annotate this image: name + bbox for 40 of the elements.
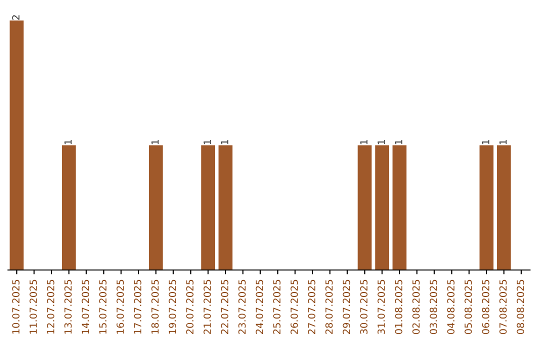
x-tick-label: 12.07.2025 [46,280,54,334]
x-tick-label: 05.08.2025 [464,280,472,334]
data-label: 1 [221,140,228,144]
x-tick-label: 17.07.2025 [134,280,142,334]
x-tick-label: 16.07.2025 [116,280,124,334]
x-tick-label: 25.07.2025 [273,280,281,334]
x-tick-label: 08.08.2025 [516,280,524,334]
data-label: 1 [204,140,211,144]
x-tick-label: 21.07.2025 [204,280,211,334]
x-tick-label: 22.07.2025 [220,280,228,334]
x-tick-label: 30.07.2025 [360,280,368,334]
x-tick-label: 13.07.2025 [64,280,72,334]
x-tick-label: 03.08.2025 [430,280,438,334]
x-tick-label: 24.07.2025 [256,280,264,334]
x-tick-label: 23.07.2025 [238,280,246,334]
x-tick-label: 27.07.2025 [308,280,316,334]
data-label: 1 [395,140,402,144]
x-tick-label: 10.07.2025 [12,280,20,334]
x-tick-label: 26.07.2025 [290,280,298,334]
x-tick-label: 31.07.2025 [378,280,385,334]
x-tick-label: 15.07.2025 [99,280,107,334]
data-label: 1 [64,140,72,144]
x-tick-label: 20.07.2025 [186,280,194,334]
x-tick-label: 19.07.2025 [168,280,176,334]
data-label: 1 [482,140,490,144]
x-tick-label: 11.07.2025 [30,280,37,334]
x-tick-label: 18.07.2025 [151,280,159,334]
x-tick-label: 02.08.2025 [412,280,420,334]
x-tick-label: 14.07.2025 [82,280,90,334]
x-tick-label: 29.07.2025 [342,280,350,334]
x-tick-label: 04.08.2025 [447,280,455,334]
x-tick-label: 07.08.2025 [499,280,507,334]
x-tick-label: 01.08.2025 [394,280,402,334]
data-label: 1 [151,140,159,144]
x-tick-label: 28.07.2025 [325,280,333,334]
data-label: 2 [12,15,20,20]
data-label: 1 [499,140,507,144]
data-label: 1 [360,140,368,144]
x-tick-label: 06.08.2025 [482,280,490,334]
data-label: 1 [378,140,385,144]
